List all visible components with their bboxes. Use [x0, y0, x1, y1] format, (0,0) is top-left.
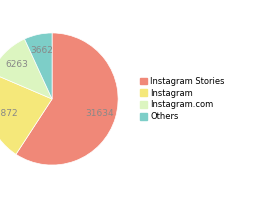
- Text: 31634: 31634: [85, 109, 114, 118]
- Wedge shape: [0, 73, 52, 154]
- Wedge shape: [16, 33, 118, 165]
- Text: 3662: 3662: [30, 46, 53, 55]
- Wedge shape: [0, 39, 52, 99]
- Legend: Instagram Stories, Instagram, Instagram.com, Others: Instagram Stories, Instagram, Instagram.…: [139, 75, 227, 123]
- Text: 6263: 6263: [5, 60, 28, 69]
- Wedge shape: [24, 33, 52, 99]
- Text: 11872: 11872: [0, 109, 19, 118]
